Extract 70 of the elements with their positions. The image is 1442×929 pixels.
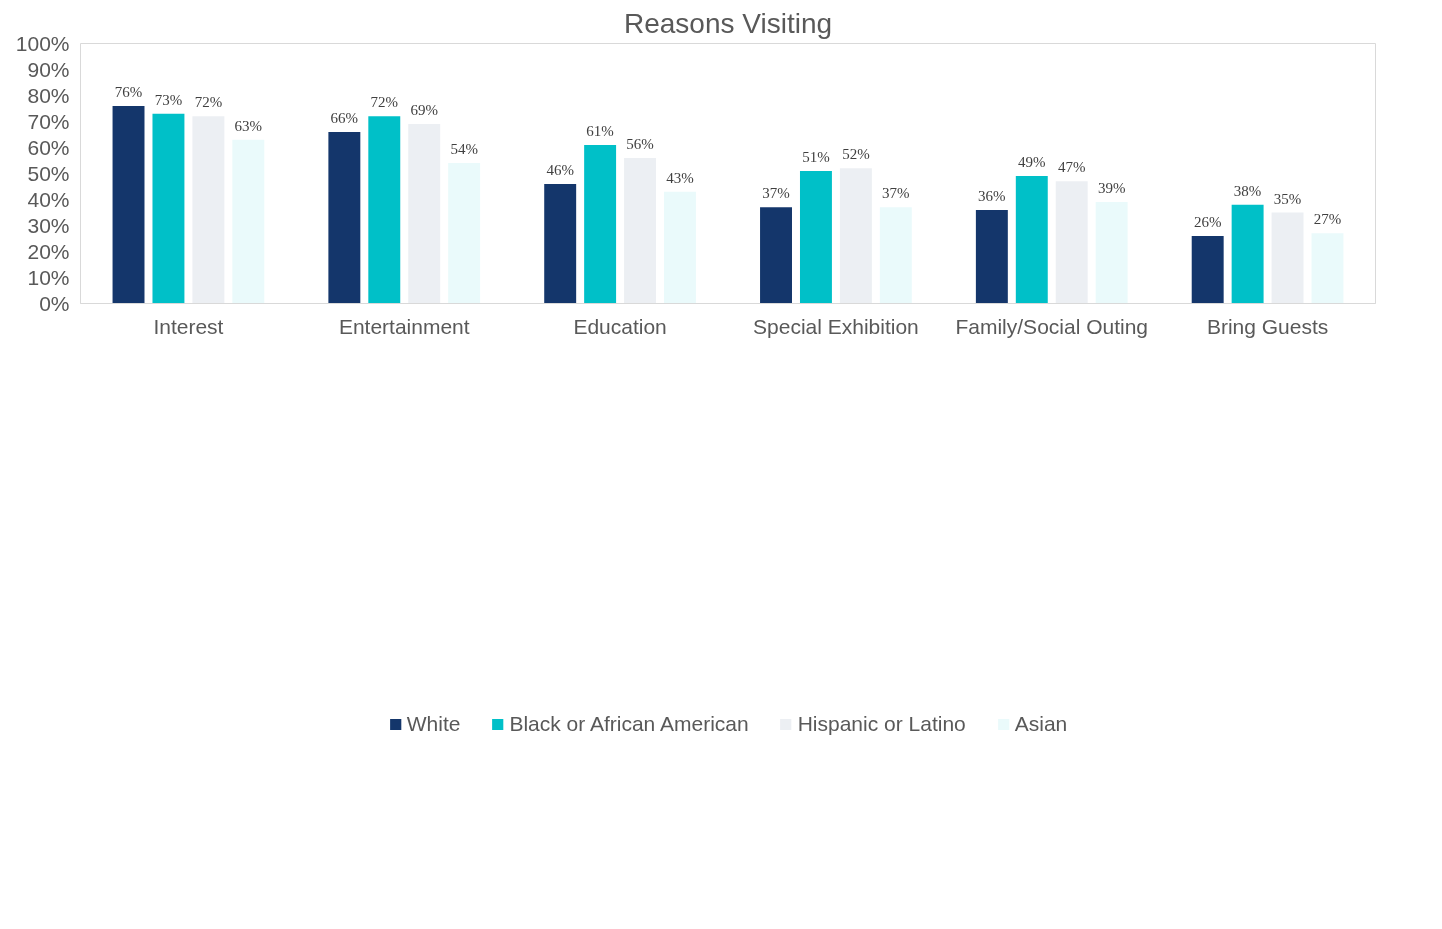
bar — [1055, 181, 1088, 304]
bar — [1095, 202, 1128, 304]
data-label: 46% — [546, 161, 574, 178]
data-label: 43% — [666, 169, 694, 186]
bar — [368, 116, 401, 304]
data-label: 37% — [762, 185, 790, 202]
bar — [799, 170, 832, 304]
legend-label: Asian — [1014, 712, 1068, 736]
y-tick-label: 40% — [27, 188, 70, 211]
x-tick-label: Special Exhibition — [753, 314, 919, 338]
data-label: 26% — [1193, 213, 1222, 230]
y-tick-label: 50% — [27, 162, 70, 185]
y-tick-label: 20% — [27, 240, 70, 263]
data-label: 73% — [154, 91, 183, 108]
data-label: 39% — [1097, 180, 1126, 197]
bar — [192, 116, 225, 304]
data-label: 38% — [1233, 182, 1262, 199]
bar — [879, 207, 912, 304]
y-tick-label: 70% — [27, 110, 70, 133]
bar — [975, 209, 1008, 304]
x-tick-label: Family/Social Outing — [955, 314, 1149, 338]
x-tick-label: Education — [573, 314, 667, 338]
data-label: 54% — [450, 141, 478, 158]
data-label: 49% — [1018, 154, 1046, 171]
data-label: 72% — [194, 94, 223, 111]
data-label: 76% — [114, 83, 143, 100]
y-tick-label: 100% — [15, 32, 70, 55]
legend-label: White — [406, 712, 461, 736]
y-tick-label: 90% — [27, 58, 70, 81]
y-tick-label: 60% — [27, 136, 70, 159]
data-label: 47% — [1057, 159, 1086, 176]
data-label: 35% — [1273, 190, 1302, 207]
bar — [544, 183, 577, 304]
bar — [152, 113, 185, 304]
bar — [232, 139, 265, 304]
data-label: 36% — [978, 187, 1006, 204]
bar — [448, 163, 481, 304]
data-label: 51% — [802, 148, 830, 165]
x-tick-label: Bring Guests — [1206, 314, 1329, 338]
bar — [1311, 233, 1344, 304]
y-tick-label: 10% — [27, 266, 70, 289]
data-label: 69% — [410, 102, 438, 119]
bar — [1191, 235, 1224, 304]
bar — [760, 207, 792, 304]
bar — [328, 131, 361, 304]
data-label: 27% — [1313, 211, 1342, 228]
y-tick-label: 30% — [27, 214, 70, 237]
data-label: 61% — [586, 122, 614, 139]
data-label: 63% — [234, 117, 263, 134]
data-label: 72% — [370, 94, 399, 111]
data-label: 52% — [842, 146, 870, 163]
data-label: 37% — [882, 185, 910, 202]
bar — [1015, 176, 1048, 304]
legend-label: Black or African American — [509, 712, 749, 736]
bar — [584, 144, 617, 304]
x-tick-label: Interest — [153, 314, 224, 338]
x-tick-label: Entertainment — [338, 314, 470, 338]
bar — [1271, 212, 1304, 304]
bar — [624, 157, 657, 304]
bar — [664, 191, 696, 304]
bar — [112, 105, 145, 304]
chart-title: Reasons Visiting — [623, 7, 833, 39]
data-label: 66% — [330, 109, 359, 126]
data-label: 56% — [626, 135, 654, 152]
y-tick-label: 0% — [39, 292, 70, 315]
bar — [408, 124, 441, 304]
y-tick-label: 80% — [27, 84, 70, 107]
bar — [1231, 204, 1264, 304]
legend-label: Hispanic or Latino — [797, 712, 966, 736]
bar — [839, 168, 872, 304]
